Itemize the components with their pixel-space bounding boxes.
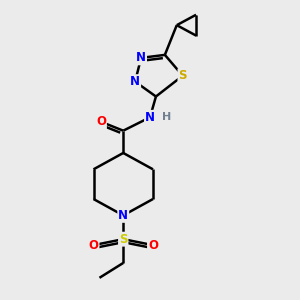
Text: H: H [162, 112, 171, 122]
Text: O: O [148, 238, 158, 252]
Text: S: S [178, 69, 187, 82]
Text: N: N [145, 111, 155, 124]
Text: S: S [119, 233, 128, 246]
Text: N: N [118, 209, 128, 222]
Text: O: O [88, 238, 98, 252]
Text: O: O [96, 115, 106, 128]
Text: N: N [136, 51, 146, 64]
Text: N: N [130, 75, 140, 88]
